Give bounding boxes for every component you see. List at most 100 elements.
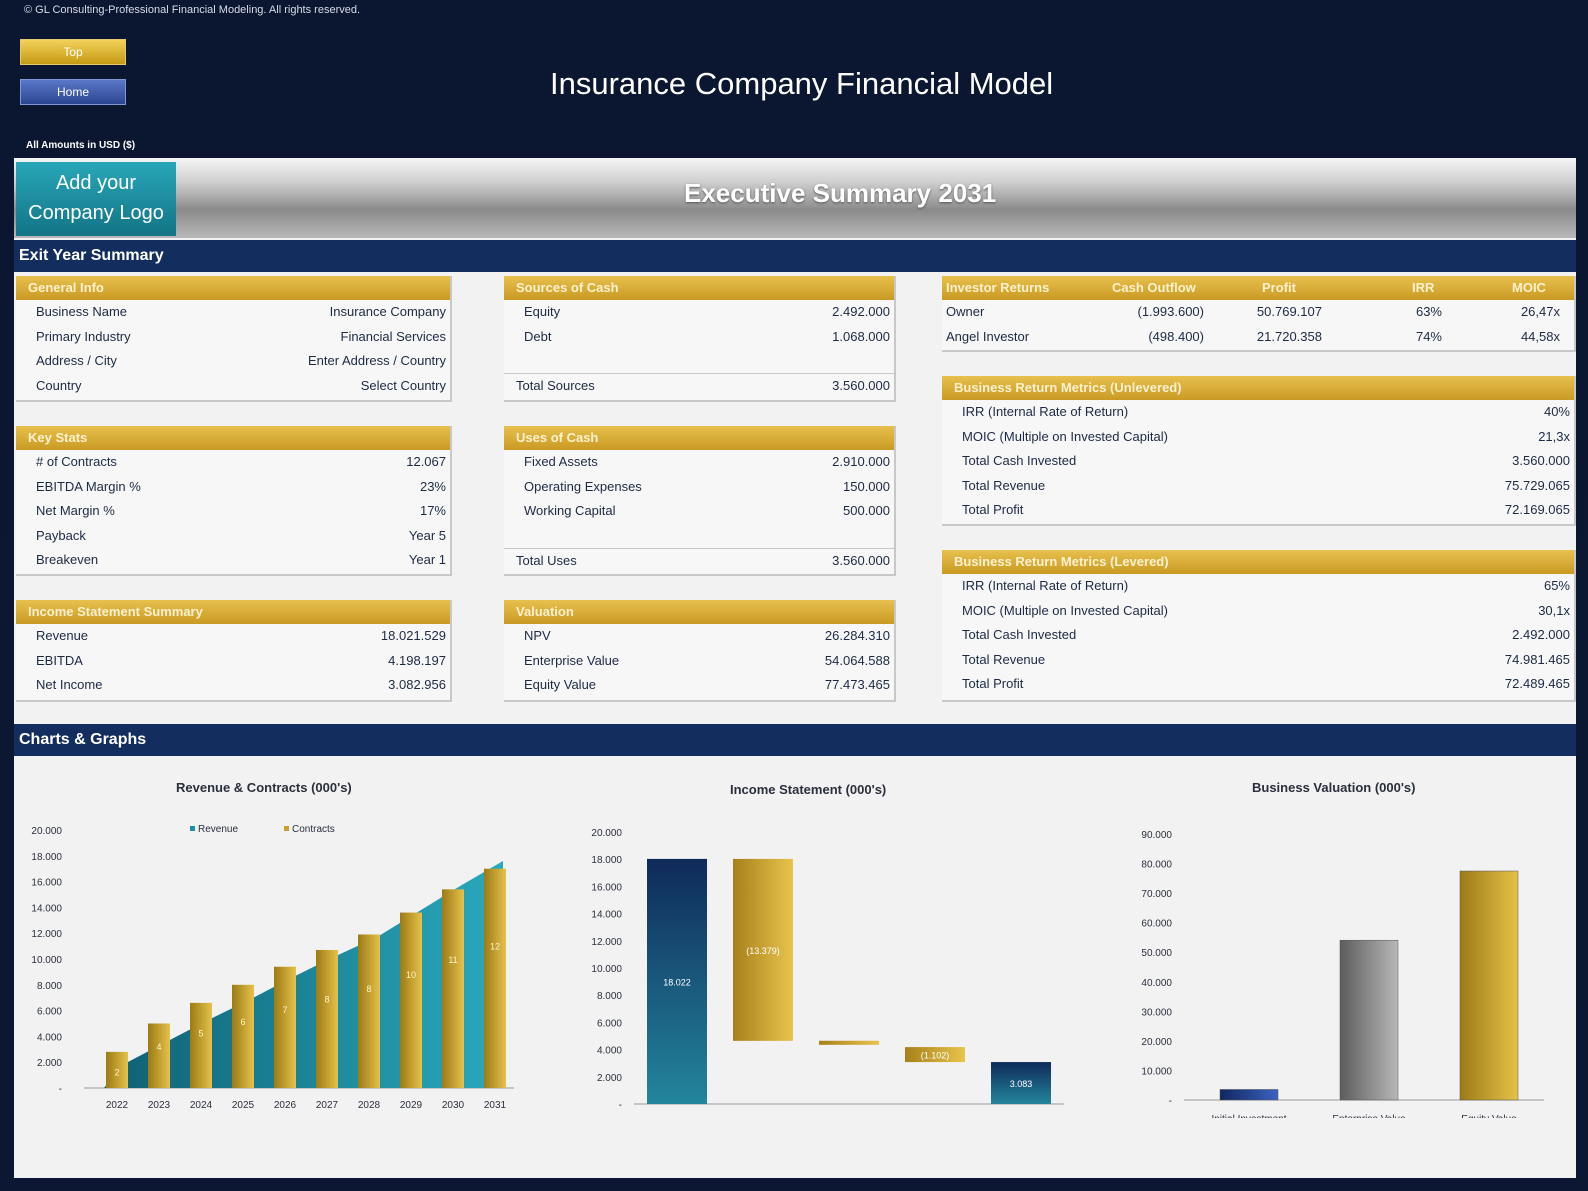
valuation-panel: Valuation NPV 26.284.310 Enterprise Value 5… <box>504 600 896 702</box>
valuation-label: NPV <box>524 628 551 643</box>
x-tick-label: 2023 <box>148 1100 171 1111</box>
unlevered-metric-label: Total Revenue <box>962 477 1046 493</box>
contracts-bar <box>190 1002 212 1088</box>
y-tick-label: - <box>1169 1096 1172 1107</box>
valuation-bar <box>1219 1089 1279 1101</box>
valuation-label: Enterprise Value <box>524 652 620 668</box>
unlevered-metric-value: 75.729.065 <box>1504 477 1570 493</box>
investor-returns-col-header: Investor Returns <box>946 280 1050 295</box>
income-chart-title: Income Statement (000's) <box>730 782 887 797</box>
company-logo-placeholder[interactable]: Add your Company Logo <box>16 162 176 236</box>
unlevered-metric-label: MOIC (Multiple on Invested Capital) <box>962 428 1168 444</box>
contracts-bar <box>232 984 254 1088</box>
y-tick-label: 4.000 <box>37 1032 62 1043</box>
y-tick-label: - <box>619 1100 622 1111</box>
y-tick-label: 20.000 <box>591 828 622 839</box>
y-tick-label: 8.000 <box>597 991 622 1002</box>
use-value: 500.000 <box>843 503 890 519</box>
summary-sheet: Add your Company Logo Executive Summary … <box>14 158 1576 1178</box>
levered-metric-value: 72.489.465 <box>1504 676 1570 692</box>
investor-cell: Angel Investor <box>946 328 1030 344</box>
levered-metric-label: MOIC (Multiple on Invested Capital) <box>962 602 1168 618</box>
waterfall-data-label: 18.022 <box>663 977 691 987</box>
valuation-value: 54.064.588 <box>824 652 890 668</box>
currency-note: All Amounts in USD ($) <box>26 140 136 151</box>
key-stat-row: Payback Year 5 <box>16 524 450 549</box>
contracts-data-label: 11 <box>448 955 457 965</box>
waterfall-bar <box>819 1040 879 1045</box>
use-row: Operating Expenses 150.000 <box>504 475 894 500</box>
uses-of-cash-panel: Uses of Cash Fixed Assets 2.910.000 Operat… <box>504 426 896 576</box>
levered-metric-row: Total Cash Invested 2.492.000 <box>942 623 1574 648</box>
use-label: Operating Expenses <box>524 478 642 494</box>
valuation-header: Valuation <box>504 600 894 624</box>
valuation-row: NPV 26.284.310 <box>504 624 894 649</box>
contracts-bar <box>442 889 464 1088</box>
legend-revenue-label: Revenue <box>198 824 238 835</box>
income-statement-chart: - 2.000 4.000 6.000 8.000 10.000 12.000 14.000 1… <box>591 828 1064 1111</box>
unlevered-metric-label: Total Profit <box>962 502 1024 518</box>
source-row: Equity 2.492.000 <box>504 300 894 325</box>
key-stat-value: 23% <box>419 478 446 494</box>
source-total-label: Total Sources <box>516 378 595 394</box>
y-tick-label: 80.000 <box>1141 860 1172 871</box>
use-value: 150.000 <box>843 478 890 494</box>
investor-returns-col-header: MOIC <box>1512 280 1546 295</box>
general-info-value: Select Country <box>360 377 446 393</box>
x-tick-label: 2027 <box>316 1100 339 1111</box>
investor-returns-panel: Investor Returns Cash Outflow Profit IRR MOI… <box>942 276 1576 352</box>
executive-summary-title: Executive Summary 2031 <box>684 178 997 208</box>
investor-cell: (1.993.600) <box>1137 304 1205 319</box>
levered-metric-label: Total Cash Invested <box>962 627 1077 643</box>
valuation-bar <box>1459 870 1519 1101</box>
x-tick-label: 2028 <box>358 1100 381 1111</box>
levered-metric-label: Total Profit <box>962 676 1024 692</box>
general-info-value: Financial Services <box>340 328 447 344</box>
general-info-label: Address / City <box>36 353 117 369</box>
levered-metric-row: Total Profit 72.489.465 <box>942 672 1574 697</box>
valuation-row: Equity Value 77.473.465 <box>504 673 894 698</box>
x-tick-label: 2026 <box>274 1100 297 1111</box>
general-info-value: Insurance Company <box>329 304 446 319</box>
unlevered-metric-value: 40% <box>1543 404 1570 419</box>
top-button[interactable]: Top <box>20 39 126 65</box>
income-summary-header: Income Statement Summary <box>16 600 450 624</box>
key-stat-row: # of Contracts 12.067 <box>16 450 450 475</box>
y-tick-label: 12.000 <box>31 929 62 940</box>
unlevered-metric-value: 21,3x <box>1538 428 1570 444</box>
key-stat-value: Year 5 <box>408 527 446 543</box>
x-tick-label: 2031 <box>484 1100 507 1111</box>
home-button[interactable]: Home <box>20 79 126 105</box>
business-valuation-chart: - 10.000 20.000 30.000 40.000 50.000 60.000 70.… <box>1141 830 1544 1118</box>
source-total-value: 3.560.000 <box>832 378 890 394</box>
contracts-data-label: 10 <box>406 970 416 980</box>
y-tick-label: 14.000 <box>31 903 62 914</box>
levered-metric-row: IRR (Internal Rate of Return) 65% <box>942 574 1574 599</box>
y-tick-label: 12.000 <box>591 937 622 948</box>
y-tick-label: 4.000 <box>597 1046 622 1057</box>
unlevered-metric-row: Total Profit 72.169.065 <box>942 498 1574 523</box>
key-stat-label: Payback <box>36 527 86 543</box>
key-stats-header: Key Stats <box>16 426 450 450</box>
y-tick-label: 20.000 <box>1141 1037 1172 1048</box>
contracts-bar <box>484 868 506 1088</box>
y-tick-label: 30.000 <box>1141 1007 1172 1018</box>
income-summary-panel: Income Statement Summary Revenue 18.021.5… <box>16 600 452 702</box>
levered-metric-row: Total Revenue 74.981.465 <box>942 648 1574 673</box>
x-tick-label: Equity Value <box>1461 1114 1517 1118</box>
y-tick-label: 2.000 <box>37 1058 62 1069</box>
contracts-data-label: 8 <box>366 984 371 994</box>
x-tick-label: 2029 <box>400 1100 423 1111</box>
investor-cell: 26,47x <box>1520 304 1560 319</box>
executive-summary-banner: Add your Company Logo Executive Summary … <box>14 158 1576 238</box>
y-tick-label: 40.000 <box>1141 978 1172 989</box>
valuation-bar <box>1339 939 1399 1101</box>
use-row: Fixed Assets 2.910.000 <box>504 450 894 475</box>
income-summary-value: 18.021.529 <box>380 628 446 643</box>
levered-metric-value: 30,1x <box>1538 602 1570 618</box>
unlevered-metric-label: IRR (Internal Rate of Return) <box>962 404 1129 419</box>
y-tick-label: 70.000 <box>1141 889 1172 900</box>
charts-section-header: Charts & Graphs <box>14 724 1576 756</box>
contracts-bar <box>148 1023 170 1088</box>
levered-metric-label: IRR (Internal Rate of Return) <box>962 578 1129 593</box>
